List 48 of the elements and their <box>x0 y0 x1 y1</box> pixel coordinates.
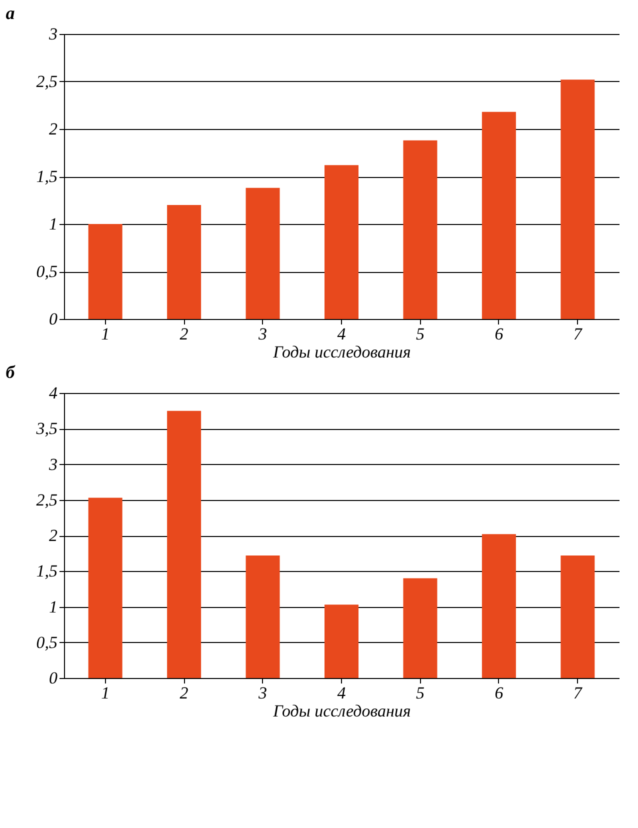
x-tick-label: 4 <box>337 684 346 702</box>
y-tick-label: 3,5 <box>35 419 58 438</box>
chart-title: а <box>6 3 15 23</box>
y-tick-label: 3 <box>48 24 58 44</box>
bar <box>482 534 516 678</box>
y-tick-label: 0,5 <box>36 632 58 652</box>
bar <box>246 188 280 319</box>
y-tick-label: 2,5 <box>36 72 58 91</box>
bar <box>560 555 595 678</box>
bar <box>88 498 122 678</box>
y-tick-label: 1 <box>49 597 58 616</box>
x-tick-label: 5 <box>416 324 424 344</box>
bar <box>560 80 595 319</box>
x-tick-label: 7 <box>573 324 584 344</box>
x-tick-label: 3 <box>258 684 268 702</box>
bar <box>324 165 358 319</box>
x-tick-label: 2 <box>180 684 189 702</box>
x-tick-label: 1 <box>101 684 110 702</box>
bar <box>324 604 358 678</box>
x-tick-label: 3 <box>258 324 268 344</box>
x-axis-title: Годы исследования <box>272 702 411 720</box>
x-tick-label: 5 <box>416 684 424 702</box>
y-tick-label: 2 <box>49 120 58 138</box>
bar <box>403 578 438 678</box>
x-tick-label: 7 <box>573 684 584 702</box>
y-tick-label: 3 <box>48 454 58 474</box>
y-tick-label: 2,5 <box>36 490 58 510</box>
x-tick-label: 1 <box>101 324 110 344</box>
y-tick-label: 1,5 <box>36 167 58 186</box>
y-tick-label: 1,5 <box>36 562 58 581</box>
x-tick-label: 4 <box>337 324 346 344</box>
y-tick-label: 1 <box>49 214 58 234</box>
bar <box>167 205 202 319</box>
bar <box>482 112 516 319</box>
chart-title: б <box>6 362 16 382</box>
bar <box>403 140 438 319</box>
bar <box>167 410 202 678</box>
bar <box>88 224 122 319</box>
y-tick-label: 0,5 <box>36 262 58 281</box>
y-tick-label: 0 <box>49 310 58 328</box>
y-tick-label: 4 <box>49 384 58 402</box>
y-tick-label: 2 <box>49 526 58 545</box>
bar <box>246 555 280 678</box>
x-axis-title: Годы исследования <box>272 342 411 362</box>
x-tick-label: 6 <box>494 324 504 344</box>
y-tick-label: 0 <box>49 668 58 688</box>
x-tick-label: 2 <box>180 324 189 344</box>
x-tick-label: 6 <box>494 684 504 702</box>
